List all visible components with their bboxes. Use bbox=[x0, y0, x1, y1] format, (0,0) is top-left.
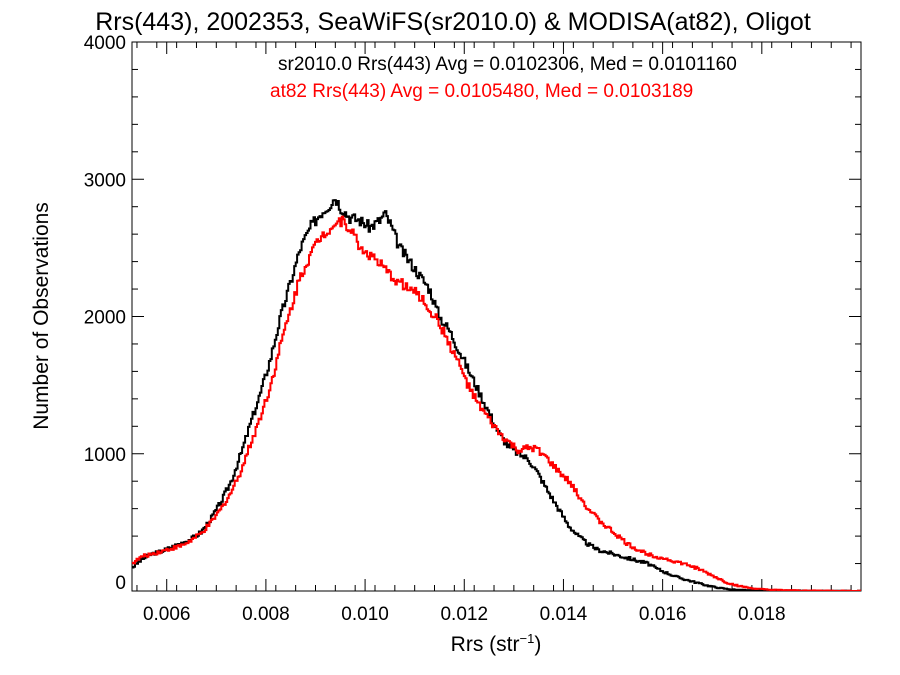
x-tick-label: 0.008 bbox=[242, 604, 290, 625]
chart-title: Rrs(443), 2002353, SeaWiFS(sr2010.0) & M… bbox=[95, 8, 811, 36]
x-axis-label-superscript: −1 bbox=[520, 631, 535, 646]
y-tick-label: 0 bbox=[115, 573, 126, 594]
series-line-sr2010 bbox=[132, 199, 861, 591]
y-axis: 0 1000 2000 3000 4000 bbox=[84, 33, 861, 594]
series-layer bbox=[132, 199, 861, 591]
y-tick-label: 1000 bbox=[84, 445, 126, 466]
legend-entry-sr2010: sr2010.0 Rrs(443) Avg = 0.0102306, Med =… bbox=[278, 54, 737, 75]
plot-frame bbox=[131, 41, 862, 592]
y-tick-label: 4000 bbox=[84, 33, 126, 54]
y-tick-label: 3000 bbox=[84, 170, 126, 191]
y-tick-label: 2000 bbox=[84, 308, 126, 329]
x-axis-label-main: Rrs (str bbox=[451, 633, 520, 656]
x-tick-label: 0.006 bbox=[143, 604, 191, 625]
x-axis-label: Rrs (str−1) bbox=[451, 631, 542, 656]
x-tick-label: 0.014 bbox=[540, 604, 588, 625]
legend-entry-at82: at82 Rrs(443) Avg = 0.0105480, Med = 0.0… bbox=[270, 81, 693, 102]
y-axis-label: Number of Observations bbox=[30, 202, 53, 430]
x-tick-label: 0.012 bbox=[440, 604, 488, 625]
series-line-at82 bbox=[132, 215, 861, 591]
x-tick-label: 0.010 bbox=[341, 604, 389, 625]
x-tick-label: 0.016 bbox=[639, 604, 687, 625]
x-tick-label: 0.018 bbox=[738, 604, 786, 625]
x-axis-label-close: ) bbox=[534, 633, 541, 656]
x-axis: 0.006 0.008 0.010 0.012 0.014 0.016 0.018 bbox=[136, 42, 852, 625]
